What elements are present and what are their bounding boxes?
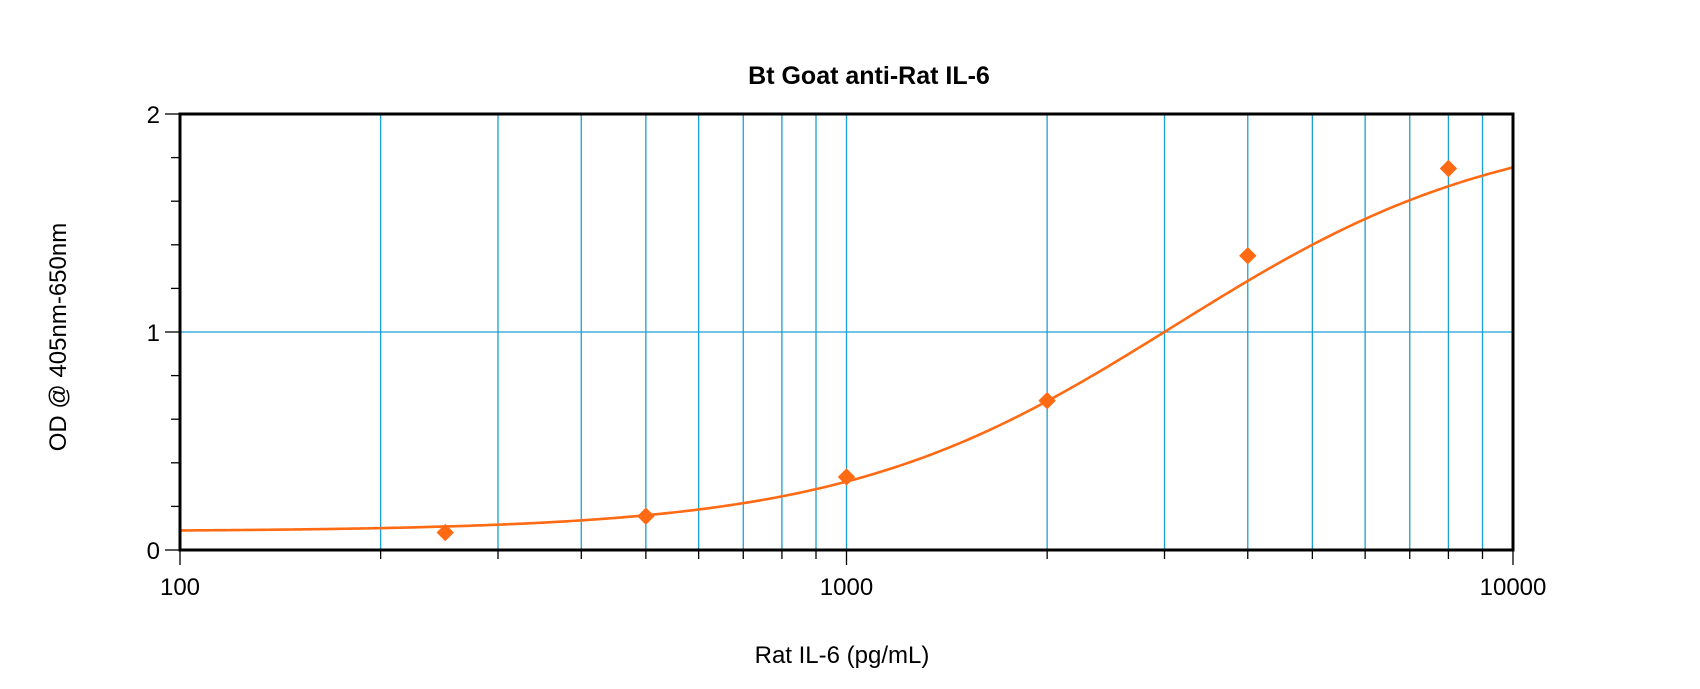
y-tick-label: 1 bbox=[147, 320, 160, 347]
y-tick-label: 2 bbox=[147, 102, 160, 129]
x-tick-label: 100 bbox=[160, 574, 200, 601]
data-point bbox=[1239, 246, 1257, 265]
data-point bbox=[436, 523, 454, 542]
y-axis-label: OD @ 405nm-650nm bbox=[45, 223, 72, 451]
chart-title: Bt Goat anti-Rat IL-6 bbox=[748, 62, 990, 90]
data-point bbox=[1038, 391, 1056, 410]
data-point bbox=[1439, 159, 1458, 178]
x-tick-label: 1000 bbox=[820, 574, 873, 601]
ticks: 100 1000 10000 0 1 2 bbox=[147, 102, 1547, 601]
y-tick-label: 0 bbox=[147, 538, 160, 565]
data-point bbox=[637, 507, 655, 525]
data-points bbox=[436, 159, 1458, 542]
x-tick-label: 10000 bbox=[1480, 574, 1547, 601]
data-point bbox=[837, 468, 856, 486]
x-axis-label: Rat IL-6 (pg/mL) bbox=[755, 642, 930, 669]
